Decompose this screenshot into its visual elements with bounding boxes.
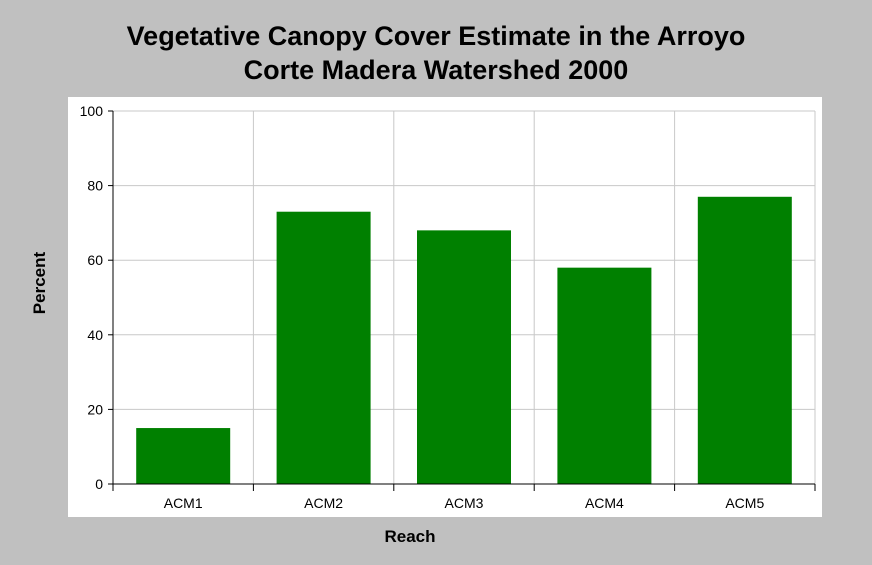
y-tick-label: 100: [80, 103, 104, 119]
y-tick-label: 20: [87, 401, 103, 417]
x-tick-label: ACM2: [304, 495, 343, 511]
y-tick-label: 40: [87, 327, 103, 343]
bar-acm3: [417, 230, 511, 484]
x-tick-label: ACM5: [725, 495, 764, 511]
y-tick-label: 80: [87, 178, 103, 194]
x-tick-label: ACM1: [164, 495, 203, 511]
y-axis-title: Percent: [30, 251, 49, 315]
bar-acm5: [697, 196, 792, 485]
bar-acm4: [557, 267, 652, 484]
x-axis-title: Reach: [384, 527, 436, 546]
y-tick-label: 0: [95, 476, 103, 492]
bar-acm1: [136, 428, 231, 484]
chart-title-line-2: Corte Madera Watershed 2000: [243, 55, 629, 85]
y-tick-label: 60: [87, 252, 103, 268]
chart-title-line-1: Vegetative Canopy Cover Estimate in the …: [126, 21, 746, 51]
x-tick-label: ACM3: [445, 495, 484, 511]
x-tick-label: ACM4: [585, 495, 624, 511]
bar-acm2: [276, 211, 371, 484]
